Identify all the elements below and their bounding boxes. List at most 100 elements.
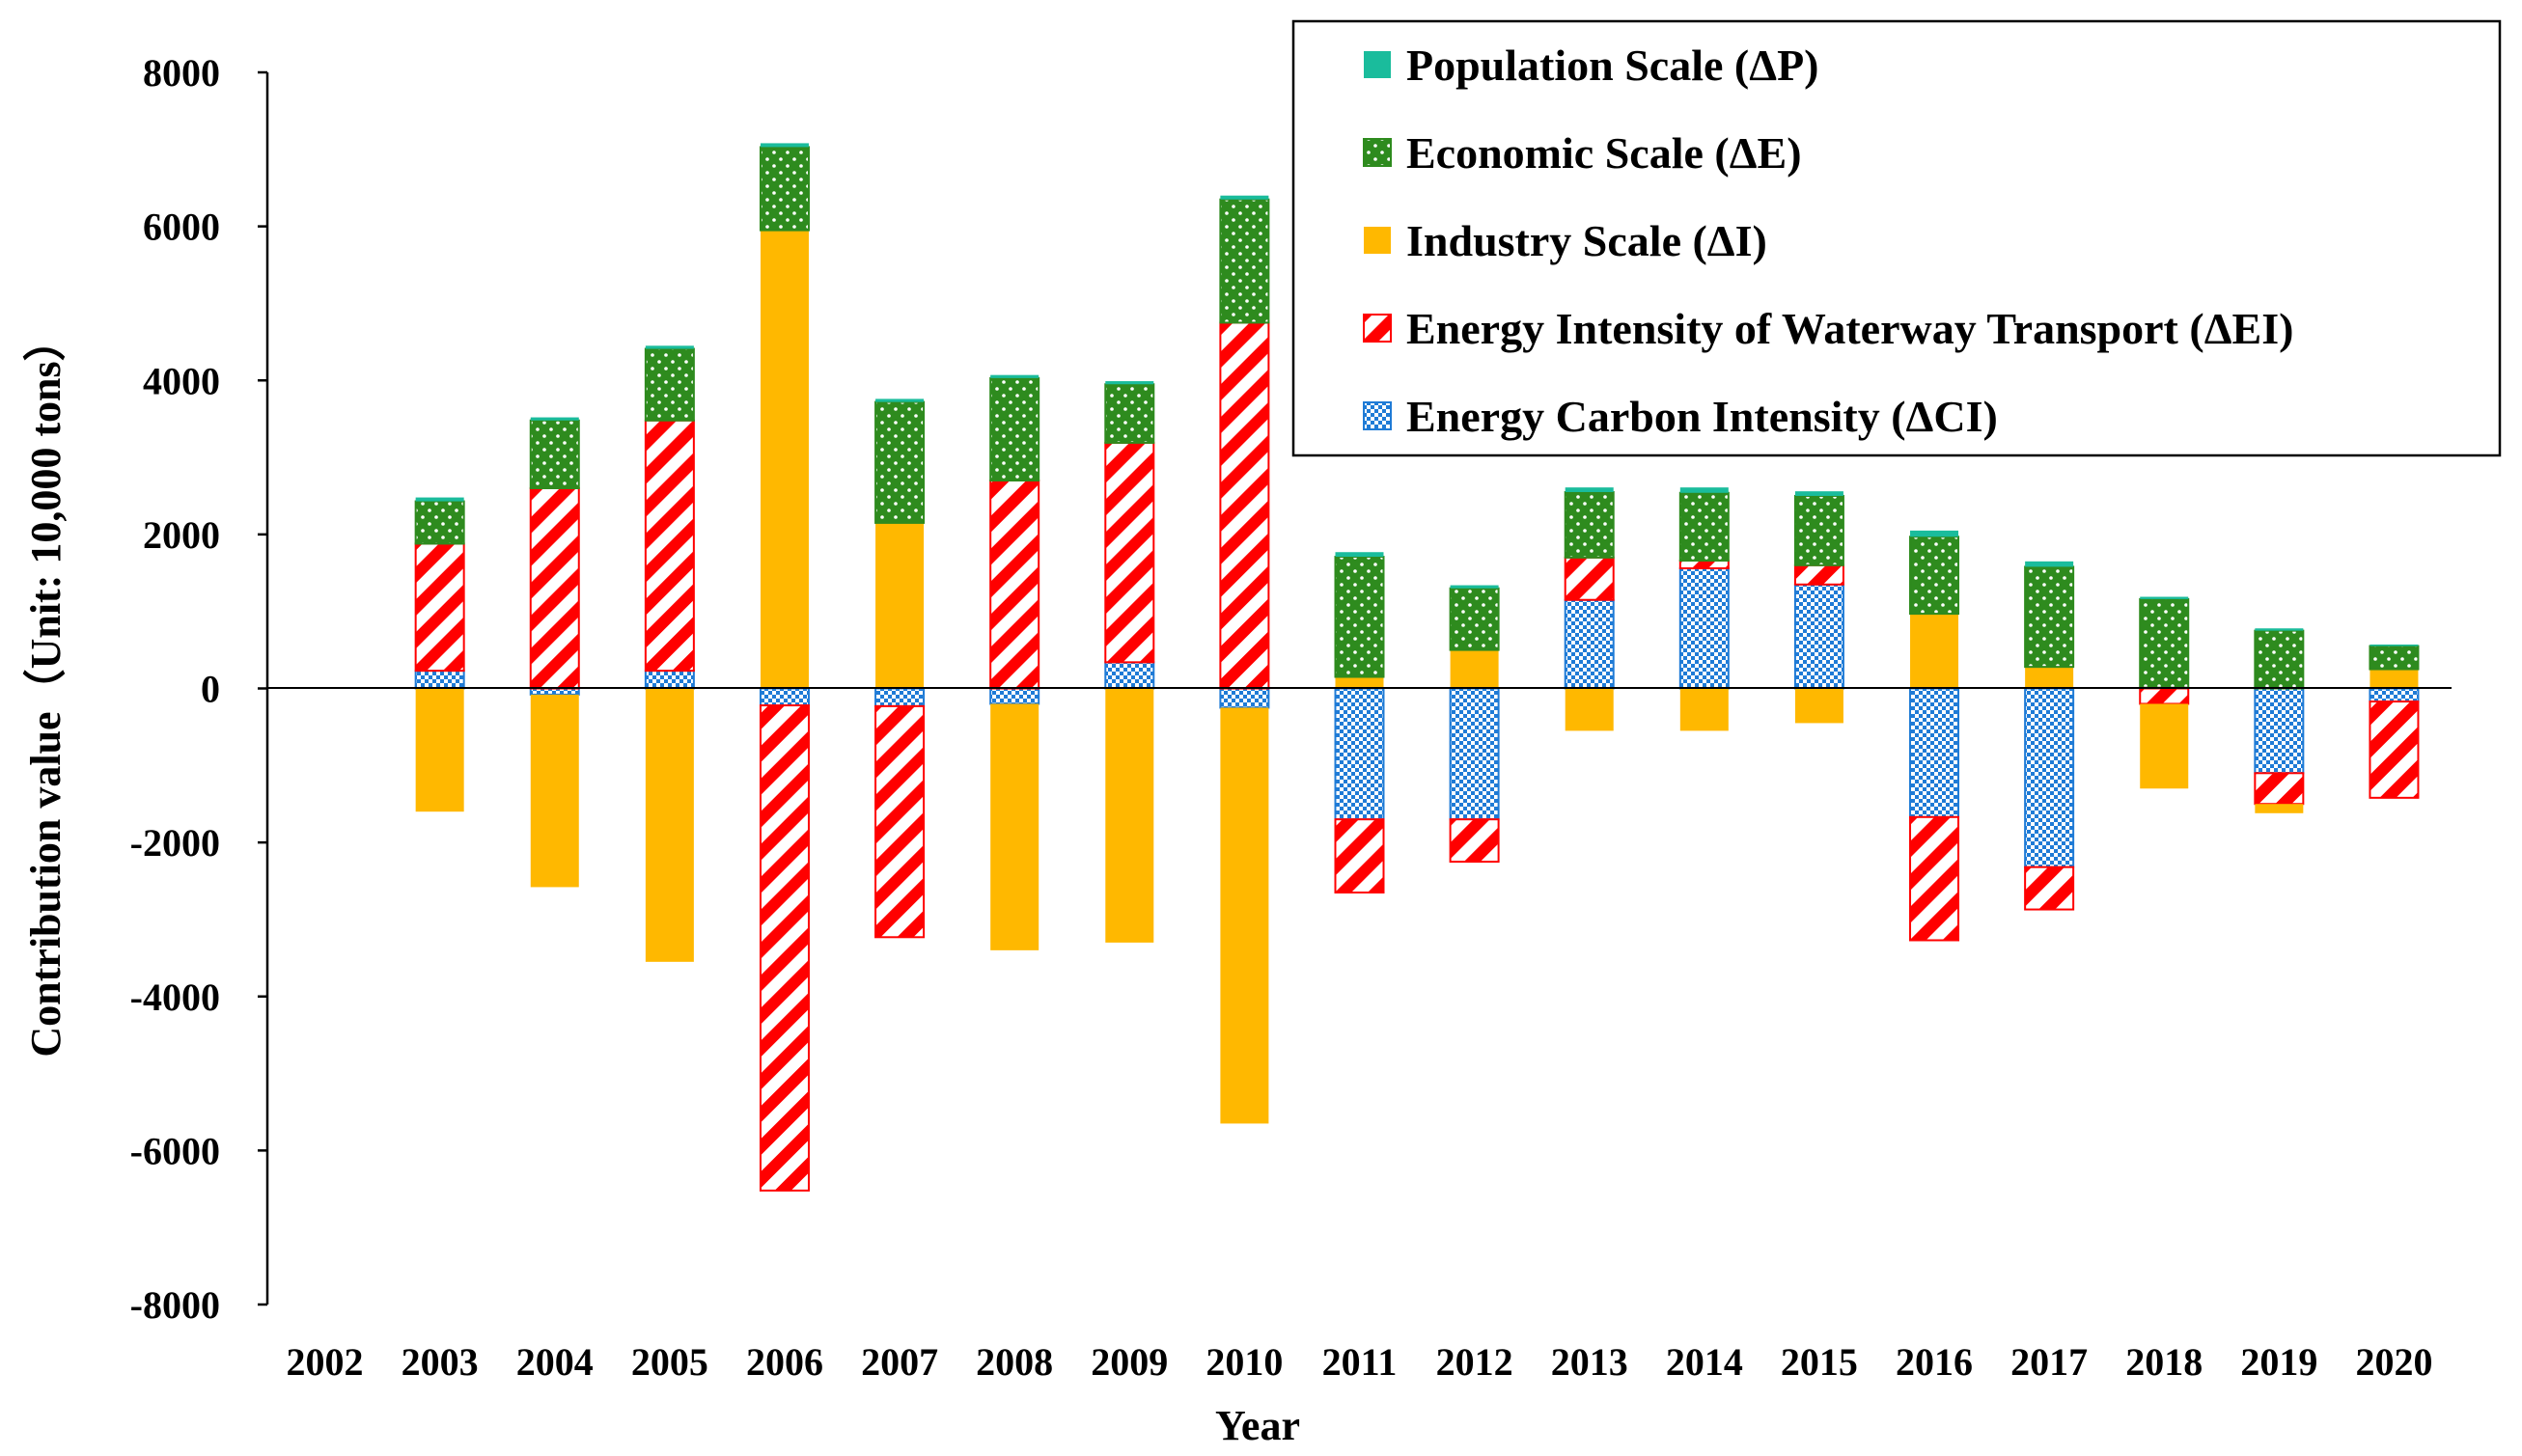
bar-dP-2006 bbox=[760, 143, 809, 148]
bar-dP-2009 bbox=[1105, 381, 1154, 385]
bar-dI-2003 bbox=[415, 688, 464, 812]
x-tick-label: 2020 bbox=[2355, 1340, 2432, 1384]
x-tick-label: 2003 bbox=[402, 1340, 479, 1384]
x-tick-label: 2011 bbox=[1322, 1340, 1398, 1384]
bar-dE-2012 bbox=[1449, 587, 1500, 651]
bar-dEI-2012 bbox=[1449, 818, 1500, 864]
bar-dI-2011 bbox=[1335, 676, 1384, 689]
bar-dI-2009 bbox=[1105, 688, 1154, 943]
bar-dEI-2016 bbox=[1909, 815, 1960, 942]
bar-dI-2006 bbox=[760, 230, 809, 689]
bar-dCI-2006 bbox=[759, 687, 810, 707]
bar-dCI-2009 bbox=[1104, 661, 1155, 690]
bar-dI-2013 bbox=[1565, 688, 1614, 731]
legend-box bbox=[1291, 19, 2502, 457]
legend-label-dCI: Energy Carbon Intensity (ΔCI) bbox=[1406, 392, 1998, 441]
bar-dCI-2016 bbox=[1909, 687, 1960, 818]
bar-dEI-2017 bbox=[2024, 865, 2075, 911]
bar-dEI-2013 bbox=[1564, 556, 1615, 601]
bar-dE-2010 bbox=[1219, 198, 1270, 324]
x-tick-label: 2018 bbox=[2125, 1340, 2203, 1384]
x-tick-label: 2006 bbox=[746, 1340, 823, 1384]
y-tick-label: -6000 bbox=[130, 1129, 220, 1172]
legend-label-dP: Population Scale (ΔP) bbox=[1406, 41, 1819, 90]
bar-dP-2016 bbox=[1910, 530, 1959, 537]
bar-dI-2015 bbox=[1794, 688, 1843, 724]
bar-dE-2019 bbox=[2254, 629, 2305, 690]
legend-swatch-dCI bbox=[1363, 401, 1392, 430]
bar-dCI-2010 bbox=[1219, 687, 1270, 709]
bar-dE-2006 bbox=[759, 146, 810, 232]
bar-dE-2011 bbox=[1334, 556, 1385, 678]
legend: Population Scale (ΔP) Economic Scale (ΔE)… bbox=[1291, 19, 2502, 457]
x-tick-label: 2007 bbox=[861, 1340, 938, 1384]
bar-dEI-2008 bbox=[989, 480, 1040, 690]
bar-dP-2013 bbox=[1565, 487, 1614, 492]
x-axis-ticks: 2002 2003 2004 2005 2006 2007 2008 2009 2010 2011… bbox=[287, 1340, 2433, 1384]
x-tick-label: 2017 bbox=[2010, 1340, 2088, 1384]
bar-dCI-2014 bbox=[1678, 566, 1730, 690]
bar-dI-2018 bbox=[2140, 703, 2189, 789]
bar-dEI-2018 bbox=[2139, 687, 2190, 705]
y-tick-label: -8000 bbox=[130, 1283, 220, 1327]
x-tick-label: 2008 bbox=[976, 1340, 1053, 1384]
bar-dI-2010 bbox=[1220, 707, 1269, 1124]
bar-dEI-2015 bbox=[1793, 563, 1844, 586]
y-tick-label: 0 bbox=[201, 668, 220, 711]
x-tick-label: 2012 bbox=[1436, 1340, 1513, 1384]
legend-swatch-dEI bbox=[1363, 314, 1392, 343]
bar-dP-2012 bbox=[1450, 585, 1499, 589]
bar-dE-2005 bbox=[644, 347, 695, 422]
bar-dE-2009 bbox=[1104, 383, 1155, 444]
bar-dCI-2005 bbox=[644, 670, 695, 690]
bar-dE-2004 bbox=[529, 419, 580, 489]
x-tick-label: 2014 bbox=[1666, 1340, 1743, 1384]
bar-dEI-2011 bbox=[1334, 818, 1385, 894]
bar-dEI-2003 bbox=[414, 542, 465, 673]
bar-dP-2007 bbox=[875, 398, 925, 402]
bar-dP-2008 bbox=[990, 374, 1039, 378]
bar-dI-2004 bbox=[530, 694, 579, 888]
bar-dP-2014 bbox=[1679, 487, 1729, 493]
legend-swatch-dP bbox=[1364, 51, 1391, 78]
bar-dI-2007 bbox=[875, 522, 925, 689]
bar-dP-2018 bbox=[2140, 596, 2189, 599]
y-axis-ticks: 8000 6000 4000 2000 0 -2000 -4000 -6000 -8000 bbox=[130, 51, 267, 1327]
legend-swatch-dI bbox=[1364, 227, 1391, 254]
bar-dE-2020 bbox=[2369, 645, 2420, 671]
bar-dP-2020 bbox=[2370, 645, 2419, 646]
y-axis-title: Contribution value（Unit: 10,000 tons） bbox=[22, 318, 69, 1057]
x-tick-label: 2009 bbox=[1091, 1340, 1168, 1384]
bar-dCI-2020 bbox=[2369, 687, 2420, 703]
bar-dE-2008 bbox=[989, 376, 1040, 482]
bar-dI-2005 bbox=[645, 688, 694, 962]
bar-dE-2013 bbox=[1564, 490, 1615, 559]
bar-dEI-2009 bbox=[1104, 441, 1155, 664]
bar-dE-2018 bbox=[2139, 597, 2190, 689]
y-tick-label: 2000 bbox=[143, 513, 220, 557]
bar-dCI-2012 bbox=[1449, 687, 1500, 821]
bar-dI-2020 bbox=[2370, 669, 2419, 689]
bar-dI-2008 bbox=[990, 703, 1039, 950]
bar-dE-2016 bbox=[1909, 536, 1960, 616]
x-tick-label: 2002 bbox=[287, 1340, 364, 1384]
bar-dEI-2010 bbox=[1219, 321, 1270, 690]
bar-dP-2010 bbox=[1220, 195, 1269, 200]
bar-dE-2014 bbox=[1678, 491, 1730, 563]
y-tick-label: 8000 bbox=[143, 51, 220, 95]
bar-dI-2017 bbox=[2025, 667, 2074, 689]
bar-dP-2015 bbox=[1794, 491, 1843, 496]
bar-dI-2016 bbox=[1910, 614, 1959, 689]
y-tick-label: -2000 bbox=[130, 821, 220, 865]
x-tick-label: 2013 bbox=[1551, 1340, 1628, 1384]
bar-dCI-2015 bbox=[1793, 583, 1844, 690]
bar-dCI-2007 bbox=[874, 687, 926, 707]
y-tick-label: 4000 bbox=[143, 359, 220, 402]
legend-label-dE: Economic Scale (ΔE) bbox=[1406, 128, 1802, 178]
bar-dE-2017 bbox=[2024, 565, 2075, 669]
bar-dEI-2005 bbox=[644, 419, 695, 673]
bar-dCI-2003 bbox=[414, 670, 465, 690]
bar-dCI-2008 bbox=[989, 687, 1040, 705]
x-tick-label: 2016 bbox=[1896, 1340, 1973, 1384]
